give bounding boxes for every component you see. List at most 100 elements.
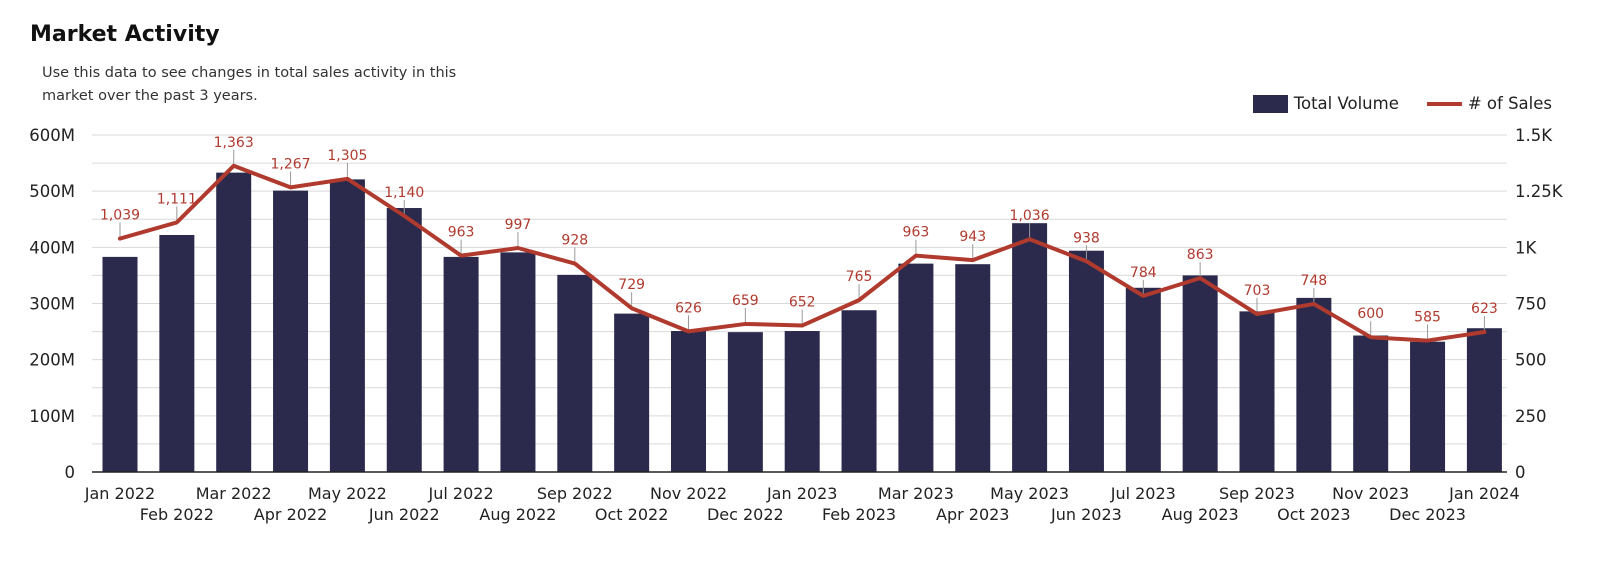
- x-axis-tick-label: Mar 2022: [196, 484, 272, 503]
- sales-data-label: 585: [1414, 310, 1441, 326]
- volume-bars: [102, 172, 1502, 473]
- volume-bar: [841, 310, 877, 472]
- volume-bar: [1296, 297, 1332, 472]
- volume-bar: [1239, 311, 1275, 472]
- sales-data-label: 659: [732, 293, 759, 309]
- sales-data-label: 963: [903, 225, 930, 241]
- sales-data-label: 1,267: [271, 156, 311, 172]
- volume-bar: [1125, 287, 1161, 472]
- legend-item-total-volume[interactable]: Total Volume: [1252, 94, 1399, 113]
- sales-data-label: 729: [618, 277, 645, 293]
- left-axis-tick-label: 600M: [29, 126, 75, 145]
- x-axis-tick-label: Dec 2023: [1389, 505, 1466, 524]
- left-axis: 0 100M 200M 300M 400M 500M 600M: [29, 126, 75, 482]
- x-axis-tick-label: Jun 2022: [368, 505, 440, 524]
- volume-bar: [329, 179, 365, 472]
- volume-bar: [727, 332, 763, 472]
- legend-label-total-volume: Total Volume: [1293, 94, 1399, 113]
- right-axis-tick-label: 750: [1515, 295, 1547, 314]
- sales-data-label: 600: [1357, 306, 1384, 322]
- sales-data-label: 623: [1471, 301, 1498, 317]
- right-axis-tick-label: 1.5K: [1515, 126, 1553, 145]
- right-axis-tick-label: 1K: [1515, 238, 1537, 257]
- x-axis-tick-label: Jul 2023: [1110, 484, 1176, 503]
- right-axis-tick-label: 0: [1515, 463, 1526, 482]
- x-axis-tick-label: Oct 2023: [1277, 505, 1350, 524]
- volume-bar: [614, 313, 650, 472]
- sales-data-label: 1,305: [327, 148, 367, 164]
- x-axis-tick-label: Jan 2022: [84, 484, 155, 503]
- x-axis-tick-label: Apr 2023: [936, 505, 1009, 524]
- legend-label-sales: # of Sales: [1467, 94, 1552, 113]
- x-axis-tick-label: Nov 2022: [650, 484, 727, 503]
- x-axis-tick-label: Sep 2022: [537, 484, 613, 503]
- chart-subtitle: Use this data to see changes in total sa…: [42, 65, 457, 104]
- x-axis-tick-label: Oct 2022: [595, 505, 668, 524]
- sales-data-label: 652: [789, 295, 816, 311]
- volume-bar: [216, 172, 252, 473]
- left-axis-tick-label: 400M: [29, 238, 75, 257]
- volume-bar: [1012, 223, 1048, 472]
- sales-line-group: [118, 163, 1487, 343]
- x-axis-tick-label: Aug 2023: [1162, 505, 1239, 524]
- sales-data-label: 1,036: [1010, 208, 1050, 224]
- x-axis-tick-label: Feb 2022: [140, 505, 214, 524]
- chart-legend: Total Volume # of Sales: [1252, 94, 1552, 113]
- sales-data-label: 943: [959, 229, 986, 245]
- right-axis: 0 250 500 750 1K 1.25K 1.5K: [1515, 126, 1564, 482]
- x-axis-tick-label: Sep 2023: [1219, 484, 1295, 503]
- x-axis-tick-label: Jan 2023: [766, 484, 837, 503]
- volume-bar: [1466, 328, 1502, 472]
- label-connectors: [119, 149, 1485, 339]
- legend-swatch-total-volume: [1252, 94, 1288, 113]
- sales-data-label: 938: [1073, 230, 1100, 246]
- x-axis-tick-label: Dec 2022: [707, 505, 784, 524]
- volume-bar: [1182, 275, 1218, 472]
- sales-data-label: 1,140: [384, 185, 424, 201]
- volume-bar: [955, 264, 991, 472]
- volume-bar: [671, 331, 706, 472]
- x-axis-tick-label: Jul 2022: [428, 484, 494, 503]
- volume-bar: [159, 234, 195, 472]
- left-axis-tick-label: 500M: [29, 182, 75, 201]
- right-axis-tick-label: 250: [1515, 407, 1547, 426]
- right-axis-tick-label: 1.25K: [1515, 182, 1564, 201]
- volume-bar: [386, 208, 422, 472]
- sales-data-label: 1,363: [214, 135, 254, 151]
- sales-data-label: 997: [505, 217, 532, 233]
- left-axis-tick-label: 200M: [29, 351, 75, 370]
- left-axis-tick-label: 100M: [29, 407, 75, 426]
- volume-bar: [500, 252, 536, 472]
- x-axis-tick-label: Nov 2023: [1332, 484, 1409, 503]
- sales-data-label: 863: [1187, 247, 1214, 263]
- volume-bar: [557, 274, 593, 472]
- volume-bar: [1410, 341, 1446, 472]
- sales-data-label: 928: [561, 233, 588, 249]
- sales-line: [118, 163, 1487, 343]
- volume-bar: [1353, 335, 1389, 472]
- legend-item-sales[interactable]: # of Sales: [1426, 94, 1552, 113]
- sales-data-label: 703: [1244, 283, 1271, 299]
- volume-bar: [898, 263, 934, 472]
- sales-data-label: 784: [1130, 265, 1157, 281]
- sales-data-label: 748: [1300, 273, 1327, 289]
- volume-bar: [443, 256, 479, 472]
- x-axis-tick-label: Mar 2023: [878, 484, 954, 503]
- x-axis-tick-label: Jan 2024: [1448, 484, 1519, 503]
- x-axis-tick-label: Jun 2023: [1050, 505, 1122, 524]
- right-axis-tick-label: 500: [1515, 351, 1547, 370]
- sales-data-labels: 1,039 1,111 1,363 1,267 1,305 1,140 963 997 928 7…: [100, 135, 1498, 326]
- sales-data-label: 1,111: [157, 191, 197, 207]
- left-axis-tick-label: 300M: [29, 295, 75, 314]
- volume-bar: [273, 190, 309, 473]
- sales-data-label: 765: [846, 269, 873, 285]
- x-axis-tick-label: May 2022: [308, 484, 387, 503]
- x-axis-tick-label: Apr 2022: [254, 505, 327, 524]
- volume-bar: [102, 256, 138, 472]
- chart-title: Market Activity: [30, 22, 220, 47]
- volume-bar: [784, 331, 820, 472]
- sales-data-label: 626: [675, 300, 702, 316]
- volume-bar: [1068, 250, 1104, 472]
- x-axis-tick-label: Feb 2023: [822, 505, 896, 524]
